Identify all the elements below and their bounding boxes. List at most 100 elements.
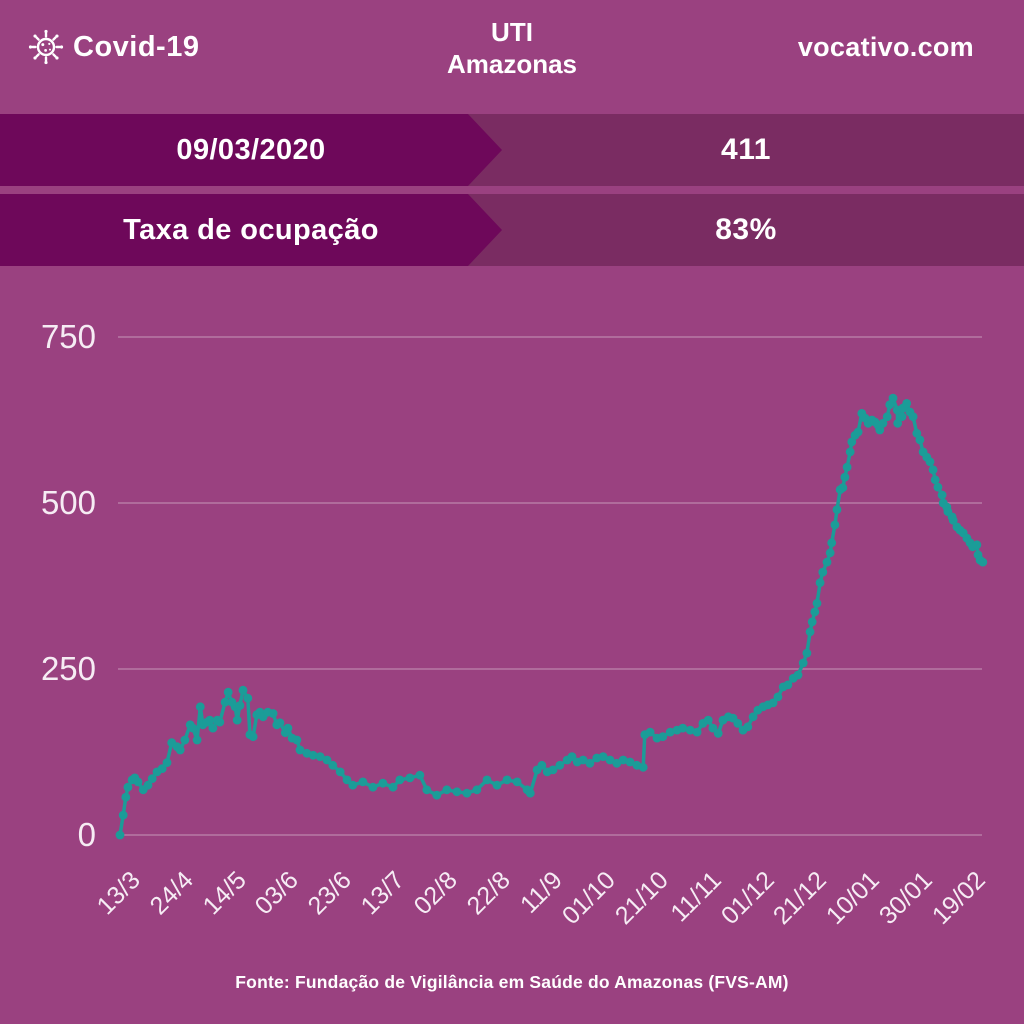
covid-logo: Covid-19 bbox=[28, 29, 199, 65]
data-point bbox=[585, 758, 595, 768]
data-point bbox=[215, 717, 225, 727]
data-point bbox=[972, 540, 982, 550]
data-point bbox=[452, 787, 462, 797]
data-point bbox=[625, 757, 635, 767]
data-point bbox=[348, 780, 358, 790]
data-point bbox=[658, 732, 668, 742]
page-title: UTI Amazonas bbox=[447, 16, 577, 80]
data-point bbox=[232, 715, 242, 725]
data-point bbox=[243, 693, 253, 703]
data-point bbox=[368, 782, 378, 792]
data-point bbox=[195, 702, 205, 712]
data-point bbox=[121, 792, 131, 802]
data-point bbox=[482, 775, 492, 785]
data-point bbox=[442, 785, 452, 795]
data-point bbox=[378, 778, 388, 788]
data-point bbox=[678, 723, 688, 733]
data-point bbox=[308, 750, 318, 760]
data-point bbox=[462, 788, 472, 798]
data-point bbox=[605, 755, 615, 765]
date-value-banner: 411 bbox=[468, 114, 1024, 186]
data-point bbox=[842, 462, 852, 472]
data-point bbox=[335, 767, 345, 777]
data-point bbox=[948, 515, 958, 525]
occupancy-banner-row: 83% Taxa de ocupação bbox=[0, 194, 1024, 266]
data-point bbox=[342, 775, 352, 785]
data-point bbox=[838, 483, 848, 493]
data-point bbox=[188, 723, 198, 733]
occupied-beds-value: 411 bbox=[721, 133, 771, 166]
data-point bbox=[275, 718, 285, 728]
data-point bbox=[915, 435, 925, 445]
data-point bbox=[930, 475, 940, 485]
source-note: Fonte: Fundação de Vigilância em Saúde d… bbox=[235, 972, 789, 992]
data-point bbox=[208, 723, 218, 733]
data-point bbox=[815, 578, 825, 588]
title-line-1: UTI bbox=[491, 17, 533, 47]
date-arrow-banner: 09/03/2020 bbox=[0, 114, 502, 186]
data-point bbox=[133, 777, 143, 787]
data-point bbox=[733, 719, 743, 728]
y-tick-label: 750 bbox=[40, 318, 96, 355]
data-point bbox=[157, 764, 167, 773]
data-point bbox=[432, 790, 442, 800]
data-point bbox=[832, 505, 842, 514]
y-tick-label: 500 bbox=[40, 484, 96, 521]
data-point bbox=[748, 712, 758, 722]
data-point bbox=[388, 782, 398, 792]
data-point bbox=[830, 520, 840, 530]
data-point bbox=[118, 810, 128, 820]
data-point bbox=[525, 788, 535, 798]
data-point bbox=[888, 393, 898, 403]
data-point bbox=[908, 412, 918, 422]
data-point bbox=[268, 709, 278, 718]
occupancy-chart bbox=[115, 336, 988, 840]
data-point bbox=[840, 472, 850, 482]
data-point bbox=[598, 752, 608, 761]
data-point bbox=[578, 755, 588, 765]
data-point bbox=[223, 687, 233, 697]
data-point bbox=[822, 557, 832, 567]
data-point bbox=[175, 745, 185, 755]
data-point bbox=[692, 727, 702, 737]
data-point bbox=[537, 760, 547, 770]
data-point bbox=[315, 752, 325, 761]
data-point bbox=[618, 755, 628, 765]
data-point bbox=[292, 735, 302, 745]
data-point bbox=[810, 607, 820, 617]
data-point bbox=[925, 457, 935, 467]
data-point bbox=[882, 412, 892, 422]
data-point bbox=[405, 773, 415, 783]
data-points bbox=[115, 393, 988, 840]
data-point bbox=[283, 723, 293, 733]
occupancy-rate-value: 83% bbox=[715, 213, 777, 246]
title-line-2: Amazonas bbox=[446, 49, 578, 79]
y-tick-label: 250 bbox=[40, 650, 96, 687]
data-point bbox=[928, 465, 938, 475]
data-point bbox=[743, 722, 753, 732]
data-point bbox=[115, 830, 125, 840]
occupancy-label: Taxa de ocupação bbox=[123, 213, 379, 246]
date-banner-row: 411 09/03/2020 bbox=[0, 114, 1024, 186]
data-point bbox=[845, 447, 855, 457]
data-point bbox=[847, 437, 857, 447]
data-point bbox=[180, 735, 190, 745]
data-point bbox=[502, 775, 512, 785]
data-point bbox=[492, 780, 502, 790]
data-point bbox=[638, 762, 648, 772]
data-point bbox=[238, 685, 248, 695]
data-point bbox=[825, 548, 835, 558]
data-point bbox=[162, 758, 172, 767]
data-point bbox=[248, 732, 258, 742]
data-point bbox=[555, 760, 565, 770]
data-point bbox=[703, 715, 713, 725]
data-point bbox=[805, 627, 815, 637]
data-point bbox=[878, 418, 888, 428]
data-point bbox=[827, 538, 837, 548]
data-point bbox=[295, 745, 305, 755]
data-point bbox=[358, 777, 368, 787]
y-tick-label: 0 bbox=[77, 816, 96, 853]
data-point bbox=[937, 490, 947, 500]
data-point bbox=[123, 782, 133, 792]
occupancy-value-banner: 83% bbox=[468, 194, 1024, 266]
